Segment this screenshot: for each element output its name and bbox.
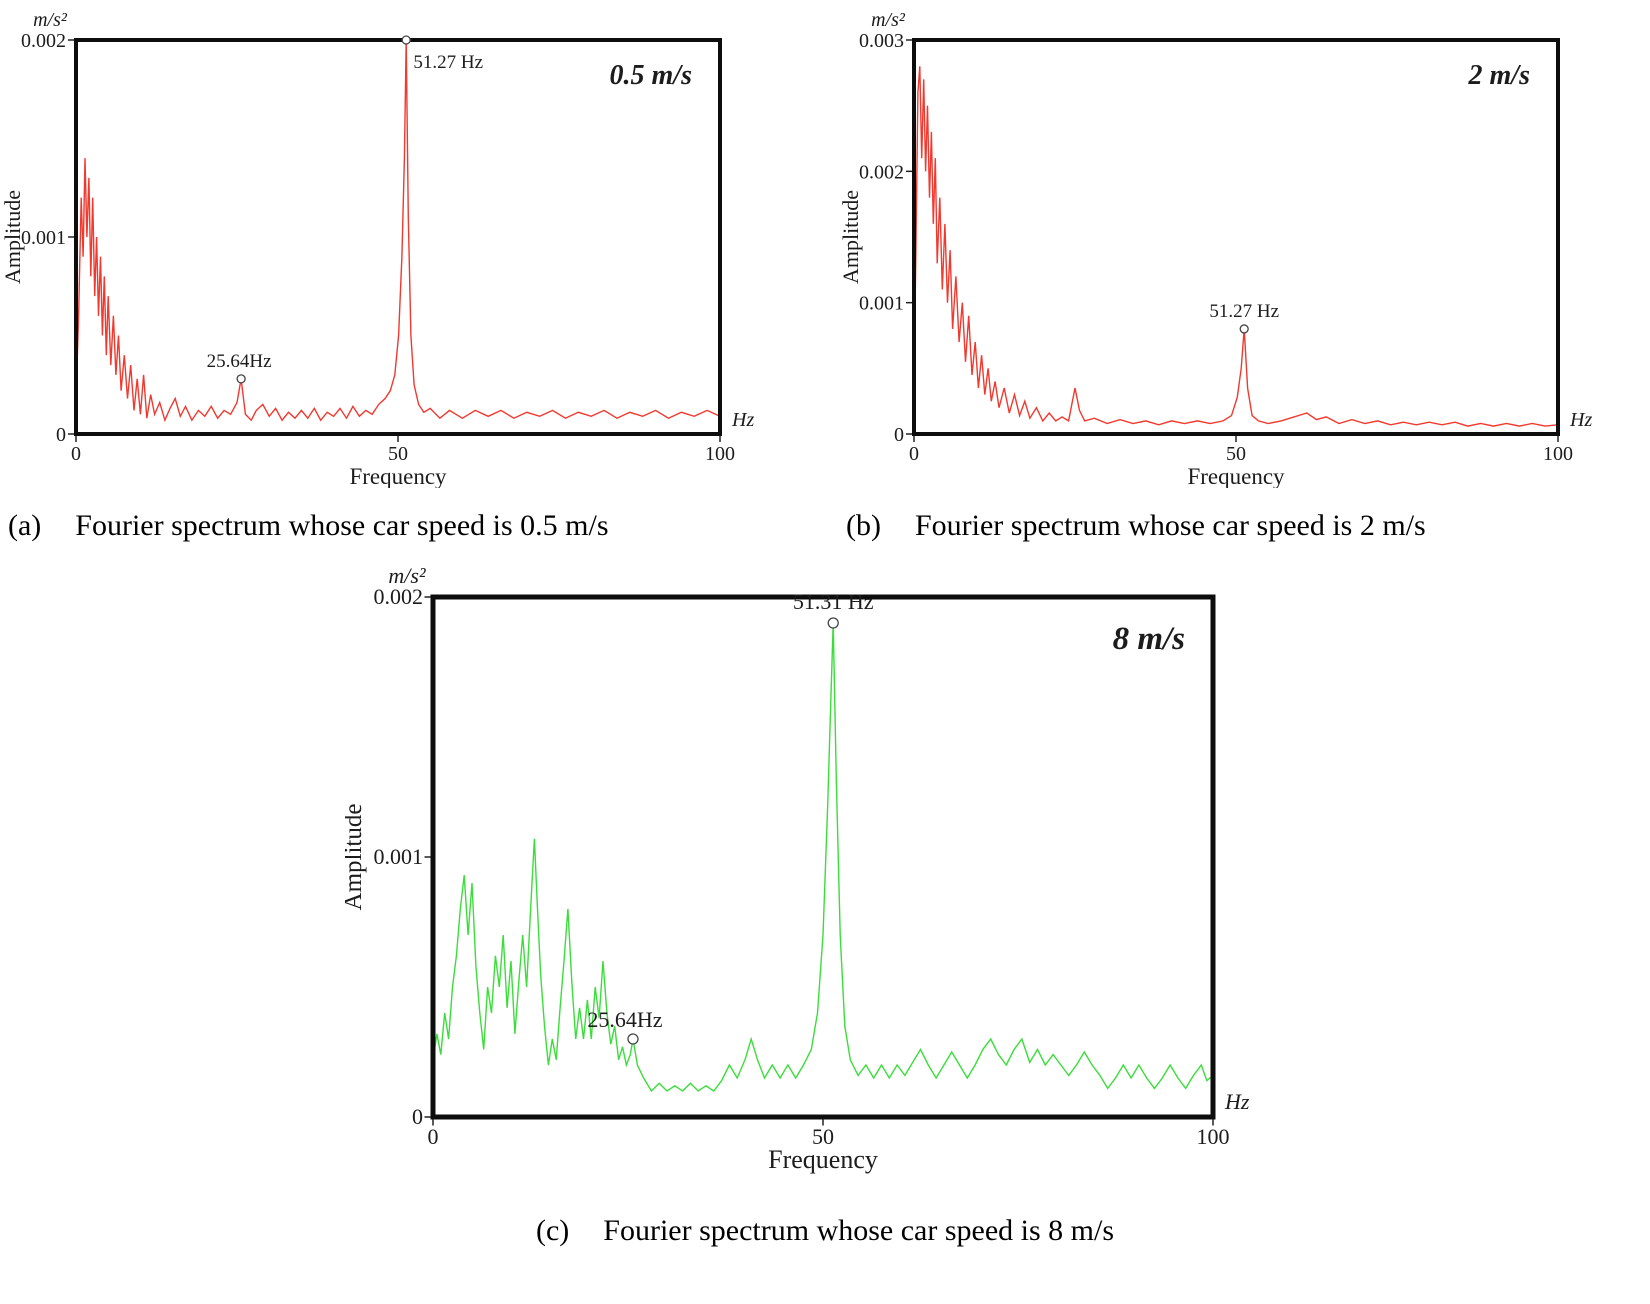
caption-a: (a) Fourier spectrum whose car speed is 0… <box>4 509 804 543</box>
caption-c-text: Fourier spectrum whose car speed is 8 m/… <box>603 1214 1114 1247</box>
caption-a-text: Fourier spectrum whose car speed is 0.5 … <box>75 509 609 542</box>
y-axis-label: Amplitude <box>842 190 863 284</box>
spectrum-line <box>432 622 1214 1093</box>
x-tick-label: 100 <box>1197 1124 1230 1149</box>
y-tick-label: 0 <box>894 424 904 446</box>
x-tick-label: 0 <box>909 443 919 465</box>
top-chart-row: 0 50 100 0 0.001 0.002 m/s² Hz Frequency Amplitud… <box>0 4 1650 543</box>
plot-border <box>74 38 722 436</box>
peak-marker <box>1239 324 1249 334</box>
x-tick-label: 100 <box>1543 443 1573 465</box>
caption-b-label: (b) <box>846 509 881 542</box>
spectrum-line <box>75 39 721 423</box>
figure-b: 0 50 100 0 0.001 0.002 0.003 m/s² Hz Frequency Amp… <box>838 6 1642 543</box>
speed-label: 0.5 m/s <box>610 60 693 91</box>
plot-border <box>430 594 1216 1120</box>
caption-b: (b) Fourier spectrum whose car speed is 2… <box>842 509 1642 543</box>
peak-marker <box>627 1033 639 1045</box>
x-tick-label: 50 <box>1226 443 1246 465</box>
y-tick-label: 0 <box>56 424 66 446</box>
peak-label: 51.31 Hz <box>793 589 874 614</box>
x-tick-label: 0 <box>71 443 81 465</box>
x-tick-label: 50 <box>388 443 408 465</box>
peak-label: 25.64Hz <box>207 351 272 372</box>
y-tick-label: 0 <box>412 1104 423 1129</box>
figure-a: 0 50 100 0 0.001 0.002 m/s² Hz Frequency Amplitud… <box>0 6 804 543</box>
y-unit-label: m/s² <box>33 9 68 31</box>
x-tick-label: 50 <box>812 1124 834 1149</box>
y-tick-label: 0.001 <box>859 293 904 315</box>
peak-label: 51.27 Hz <box>413 52 483 73</box>
y-tick-label: 0.002 <box>374 584 424 609</box>
caption-b-text: Fourier spectrum whose car speed is 2 m/… <box>914 509 1426 542</box>
y-axis-label: Amplitude <box>345 804 367 911</box>
x-axis-label: Frequency <box>768 1145 878 1174</box>
peak-marker <box>236 374 246 384</box>
y-tick-label: 0.002 <box>21 30 66 52</box>
peak-label: 51.27 Hz <box>1209 301 1279 322</box>
figure-page: 0 50 100 0 0.001 0.002 m/s² Hz Frequency Amplitud… <box>0 4 1650 1248</box>
peak-marker <box>827 617 839 629</box>
x-axis-label: Frequency <box>1187 464 1285 488</box>
x-unit-label: Hz <box>1569 409 1592 431</box>
speed-label: 8 m/s <box>1113 621 1185 657</box>
caption-c-label: (c) <box>535 1214 570 1247</box>
y-tick-label: 0.001 <box>374 844 424 869</box>
figure-c: 0 50 100 0 0.001 0.002 m/s² Hz Frequency Amplitud… <box>0 557 1650 1248</box>
y-axis-label: Amplitude <box>4 190 25 284</box>
x-unit-label: Hz <box>1224 1089 1250 1114</box>
x-tick-label: 0 <box>428 1124 439 1149</box>
x-tick-label: 100 <box>705 443 735 465</box>
caption-c: (c) Fourier spectrum whose car speed is 8… <box>0 1214 1650 1248</box>
speed-label: 2 m/s <box>1468 60 1531 91</box>
x-unit-label: Hz <box>731 409 754 431</box>
y-unit-label: m/s² <box>871 9 906 31</box>
plot-border <box>912 38 1560 436</box>
caption-a-label: (a) <box>8 509 42 542</box>
peak-marker <box>401 35 411 45</box>
y-tick-label: 0.003 <box>859 30 904 52</box>
y-tick-label: 0.002 <box>859 161 904 183</box>
y-unit-label: m/s² <box>388 563 426 588</box>
x-axis-label: Frequency <box>349 464 447 488</box>
y-tick-label: 0.001 <box>21 227 66 249</box>
spectrum-line <box>913 66 1559 427</box>
peak-label: 25.64Hz <box>587 1007 662 1032</box>
